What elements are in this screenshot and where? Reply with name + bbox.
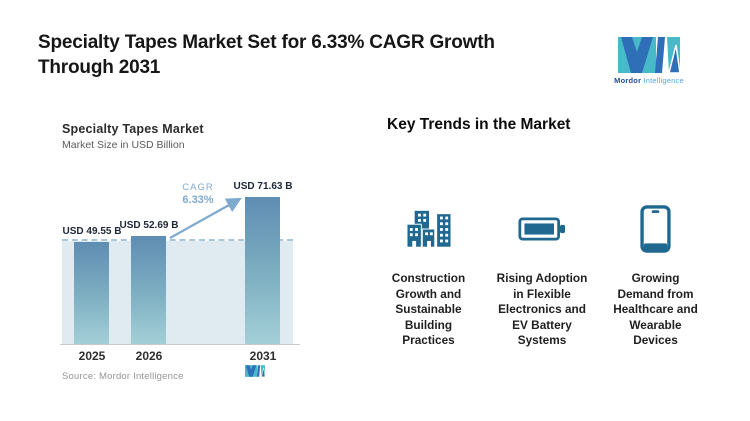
bar-chart: USD 49.55 B 2025 USD 52.69 B 2026 USD 71… [60,180,300,363]
trends-row: Construction Growth and Sustainable Buil… [372,203,712,349]
source-row: Source: Mordor Intelligence [62,365,295,384]
trend-item-healthcare: Growing Demand from Healthcare and Weara… [599,203,712,349]
cagr-value: 6.33% [182,194,214,206]
brand-name-light: Intelligence [643,76,684,85]
mini-mordor-logo-icon [245,365,265,377]
trend-item-construction: Construction Growth and Sustainable Buil… [372,203,485,349]
bar-group-2025: USD 49.55 B 2025 [63,180,122,363]
trend-text: Rising Adoption in Flexible Electronics … [496,271,588,347]
x-axis-line [60,344,300,345]
axis-tick-2026: 2026 [135,349,163,363]
trends-heading: Key Trends in the Market [387,116,571,133]
brand-name-bold: Mordor [614,76,642,85]
bar-value-label: USD 71.63 B [233,181,293,192]
bar-2031 [245,197,280,344]
smartphone-icon [640,205,671,253]
brand-caption: Mordor Intelligence [608,76,690,85]
reference-dashed-line [62,239,293,241]
mordor-logo-icon [618,37,680,73]
buildings-icon [406,210,451,248]
trend-text: Growing Demand from Healthcare and Weara… [613,271,698,347]
source-text: Source: Mordor Intelligence [62,371,184,382]
chart-subtitle: Market Size in USD Billion [62,139,185,151]
chart-title: Specialty Tapes Market [62,122,204,136]
cagr-label: CAGR [182,182,214,193]
axis-tick-2025: 2025 [78,349,106,363]
bar-2025 [74,242,109,344]
battery-icon [518,217,566,241]
bar-value-label: USD 49.55 B [62,226,122,237]
axis-tick-2031: 2031 [249,349,277,363]
trend-item-electronics: Rising Adoption in Flexible Electronics … [486,203,599,349]
cagr-annotation: CAGR 6.33% [162,182,234,206]
cagr-arrow-icon [169,197,242,239]
bar-value-label: USD 52.69 B [119,220,179,231]
bar-2026 [131,236,166,344]
trend-text: Construction Growth and Sustainable Buil… [391,271,466,347]
bar-group-2026: USD 52.69 B 2026 [120,180,179,363]
page-title: Specialty Tapes Market Set for 6.33% CAG… [38,32,495,78]
brand-logo: Mordor Intelligence [608,37,690,85]
bar-group-2031: USD 71.63 B 2031 [234,180,293,363]
